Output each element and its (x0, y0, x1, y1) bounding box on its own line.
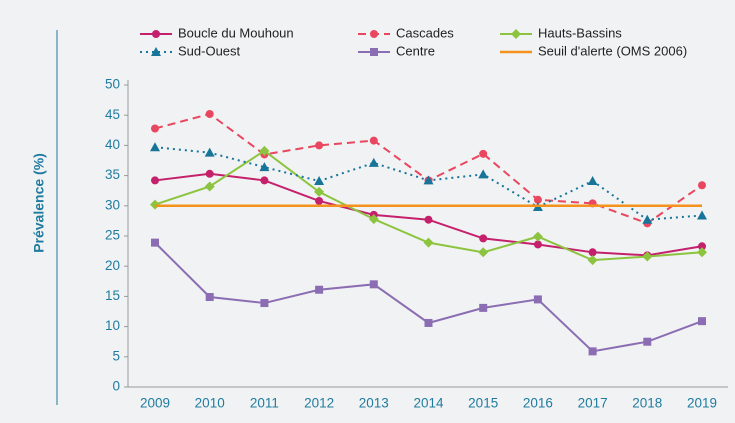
marker (697, 247, 707, 258)
y-axis-label: Prévalence (%) (31, 153, 47, 253)
marker (151, 176, 159, 185)
marker (424, 318, 433, 327)
marker (478, 247, 489, 258)
marker (587, 255, 598, 266)
marker (423, 175, 434, 185)
marker (260, 299, 269, 308)
y-tick-label: 10 (105, 318, 120, 333)
marker (532, 231, 543, 242)
marker (588, 248, 597, 257)
marker (587, 176, 598, 186)
marker (533, 195, 542, 204)
marker (368, 214, 379, 225)
legend-marker (151, 47, 161, 56)
marker (642, 251, 653, 262)
x-tick-label: 2019 (687, 396, 717, 411)
marker (314, 176, 325, 186)
marker (697, 210, 707, 220)
marker (533, 295, 542, 304)
legend-label: Sud-Ouest (178, 43, 241, 58)
legend-label: Hauts-Bassins (538, 25, 622, 40)
marker (315, 141, 324, 150)
legend-label: Cascades (396, 25, 454, 40)
marker (698, 242, 706, 251)
marker (478, 169, 489, 179)
x-tick-label: 2018 (632, 396, 662, 411)
y-tick-label: 40 (105, 137, 120, 152)
marker (369, 136, 378, 145)
marker (479, 149, 488, 158)
marker (479, 303, 488, 312)
marker (369, 280, 378, 289)
marker (151, 124, 159, 133)
marker (588, 347, 597, 356)
marker (204, 147, 215, 157)
marker (205, 109, 214, 118)
x-tick-label: 2016 (523, 396, 553, 411)
legend-label: Seuil d'alerte (OMS 2006) (538, 43, 687, 58)
x-tick-label: 2010 (195, 396, 225, 411)
y-tick-label: 25 (105, 228, 120, 243)
marker (479, 234, 488, 243)
marker (204, 181, 215, 192)
marker (315, 196, 324, 205)
marker (150, 142, 160, 152)
y-tick-label: 5 (112, 348, 120, 363)
marker (642, 214, 653, 224)
marker (643, 337, 652, 346)
marker (259, 162, 270, 172)
legend-marker (370, 48, 378, 56)
marker (368, 157, 379, 167)
legend-label: Centre (396, 43, 435, 58)
marker (151, 238, 159, 247)
legend-marker (370, 30, 378, 38)
y-tick-label: 20 (105, 258, 120, 273)
x-tick-label: 2017 (578, 396, 608, 411)
marker (423, 237, 434, 248)
legend-label: Boucle du Mouhoun (178, 25, 294, 40)
x-tick-label: 2015 (468, 396, 498, 411)
marker (424, 215, 433, 224)
marker (533, 240, 542, 249)
marker (259, 145, 270, 156)
x-tick-label: 2009 (140, 396, 170, 411)
marker (205, 169, 214, 178)
marker (314, 186, 325, 197)
y-tick-label: 30 (105, 197, 120, 212)
y-tick-label: 35 (105, 167, 120, 182)
y-tick-label: 15 (105, 288, 120, 303)
x-tick-label: 2013 (359, 396, 389, 411)
marker (698, 317, 706, 326)
y-tick-label: 50 (105, 77, 120, 92)
legend-marker (152, 30, 160, 38)
marker (205, 293, 214, 302)
x-tick-label: 2012 (304, 396, 334, 411)
legend-marker (511, 29, 521, 39)
marker (698, 181, 706, 190)
marker (260, 176, 269, 185)
y-tick-label: 0 (112, 379, 120, 394)
x-tick-label: 2011 (250, 396, 279, 411)
x-tick-label: 2014 (413, 396, 444, 411)
marker (315, 285, 324, 294)
y-tick-label: 45 (105, 107, 120, 122)
